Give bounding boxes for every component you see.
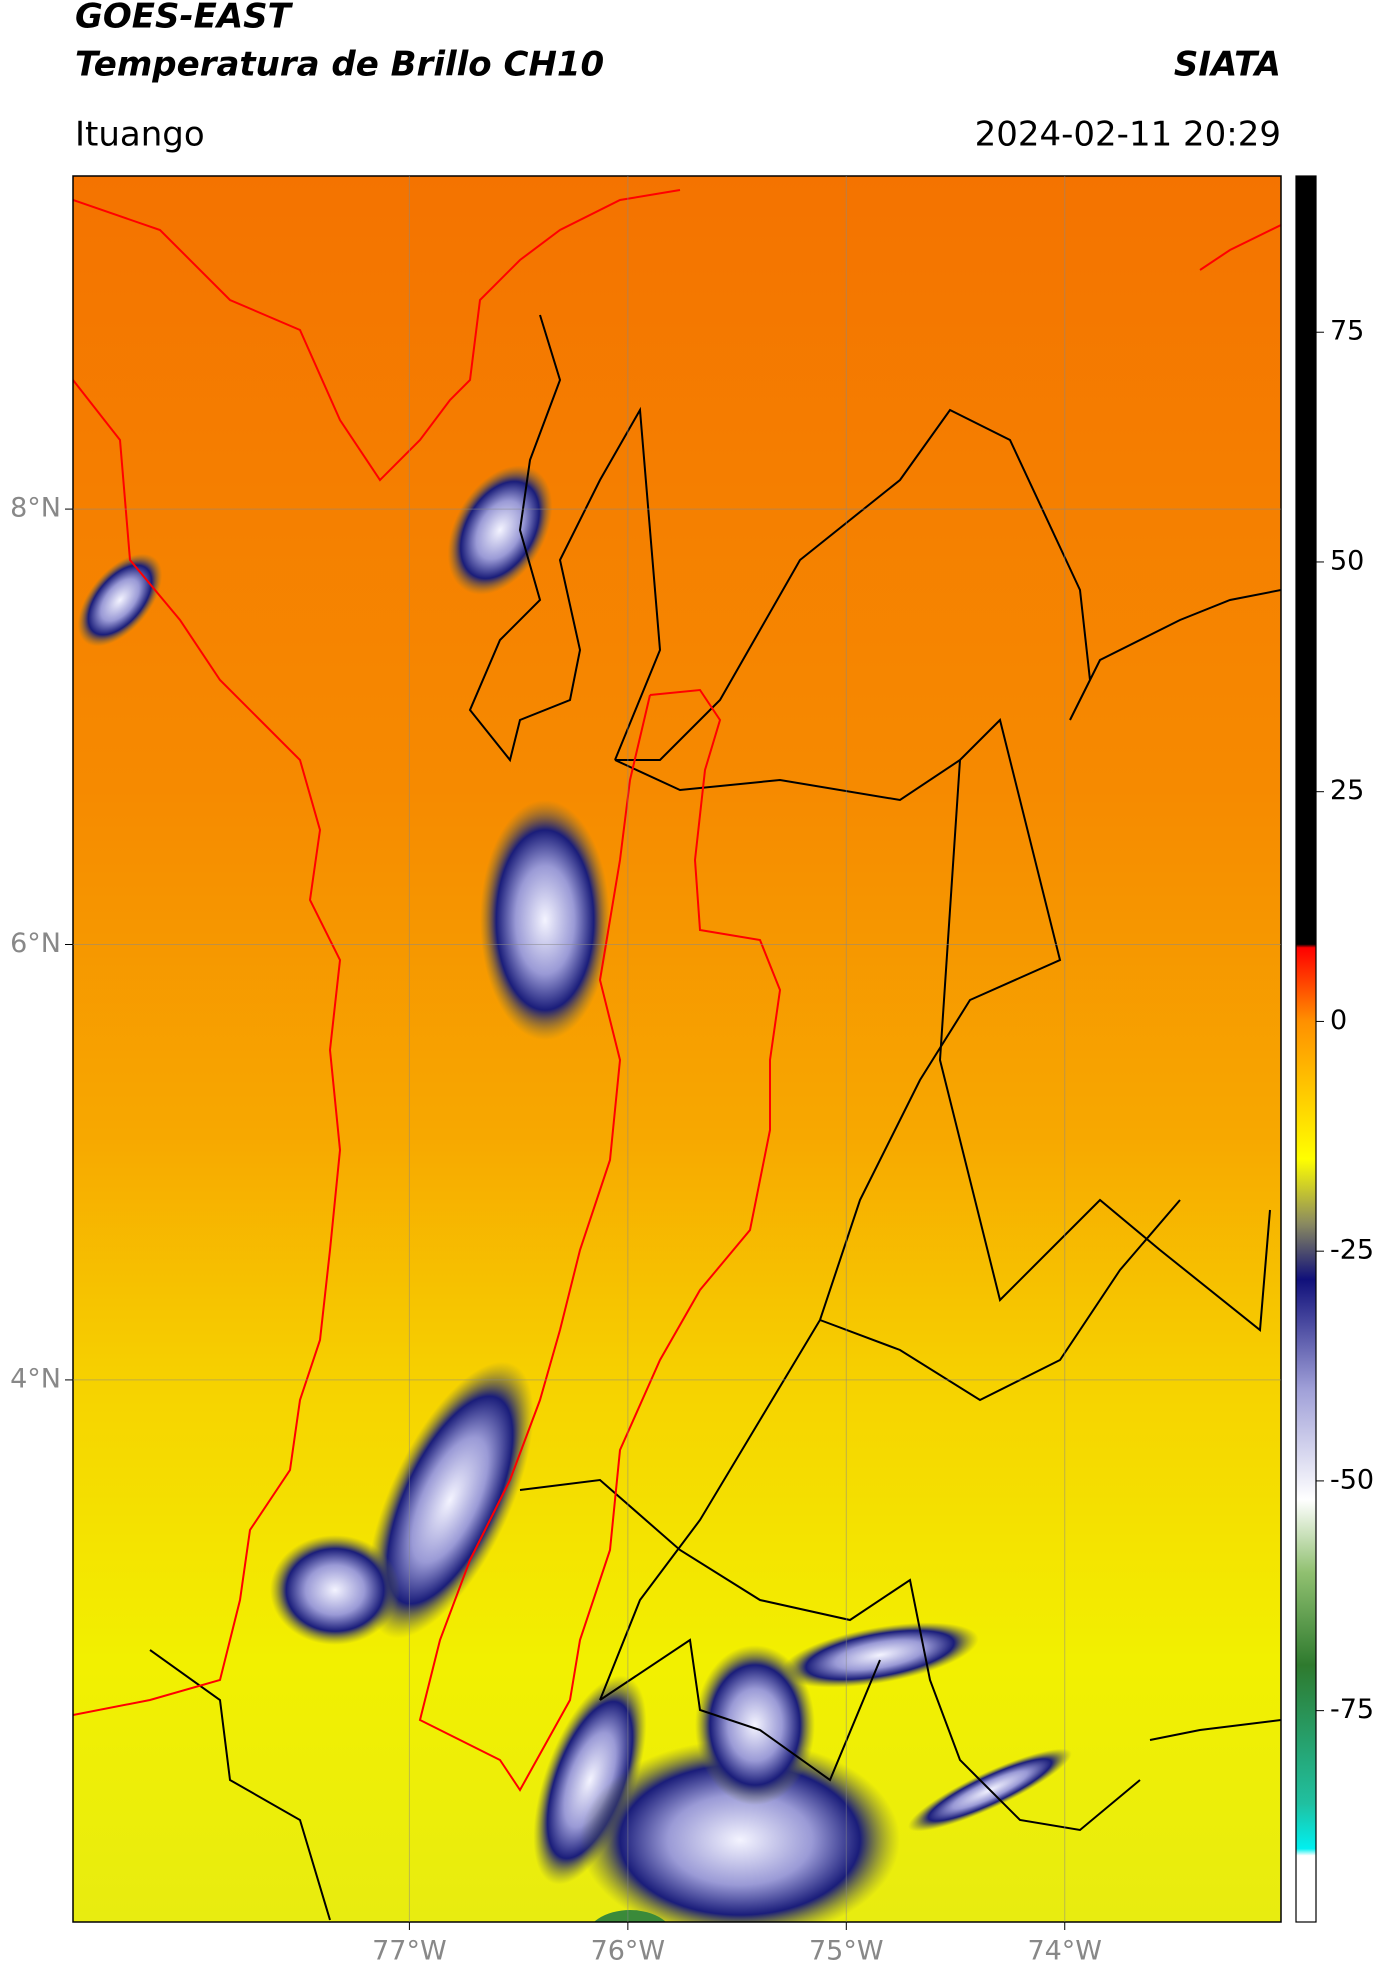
- colorbar-tick-label: -50: [1330, 1464, 1374, 1495]
- datetime: 2024-02-11 20:29: [975, 115, 1281, 155]
- colorbar-tick-label: 50: [1330, 545, 1364, 576]
- colorbar-tick-label: -75: [1330, 1694, 1374, 1725]
- y-tick-label: 6°N: [10, 928, 61, 959]
- colorbar-tick-label: 0: [1330, 1005, 1347, 1036]
- subtitle: Temperatura de Brillo CH10: [75, 45, 604, 85]
- y-tick-label: 8°N: [10, 493, 61, 524]
- title: GOES-EAST: [75, 0, 294, 37]
- colorbar-tick-label: 25: [1330, 775, 1364, 806]
- x-tick-label: 74°W: [1027, 1936, 1102, 1967]
- y-tick-label: 4°N: [10, 1363, 61, 1394]
- satellite-image: [73, 176, 1281, 1922]
- source: SIATA: [1174, 45, 1281, 85]
- location: Ituango: [75, 115, 205, 155]
- x-tick-label: 77°W: [372, 1936, 447, 1967]
- map-frame: [72, 175, 1282, 1923]
- x-tick-label: 76°W: [591, 1936, 666, 1967]
- colorbar-tick-label: 75: [1330, 316, 1364, 347]
- x-tick-label: 75°W: [809, 1936, 884, 1967]
- colorbar-tick-label: -25: [1330, 1235, 1374, 1266]
- colorbar: [1295, 175, 1317, 1923]
